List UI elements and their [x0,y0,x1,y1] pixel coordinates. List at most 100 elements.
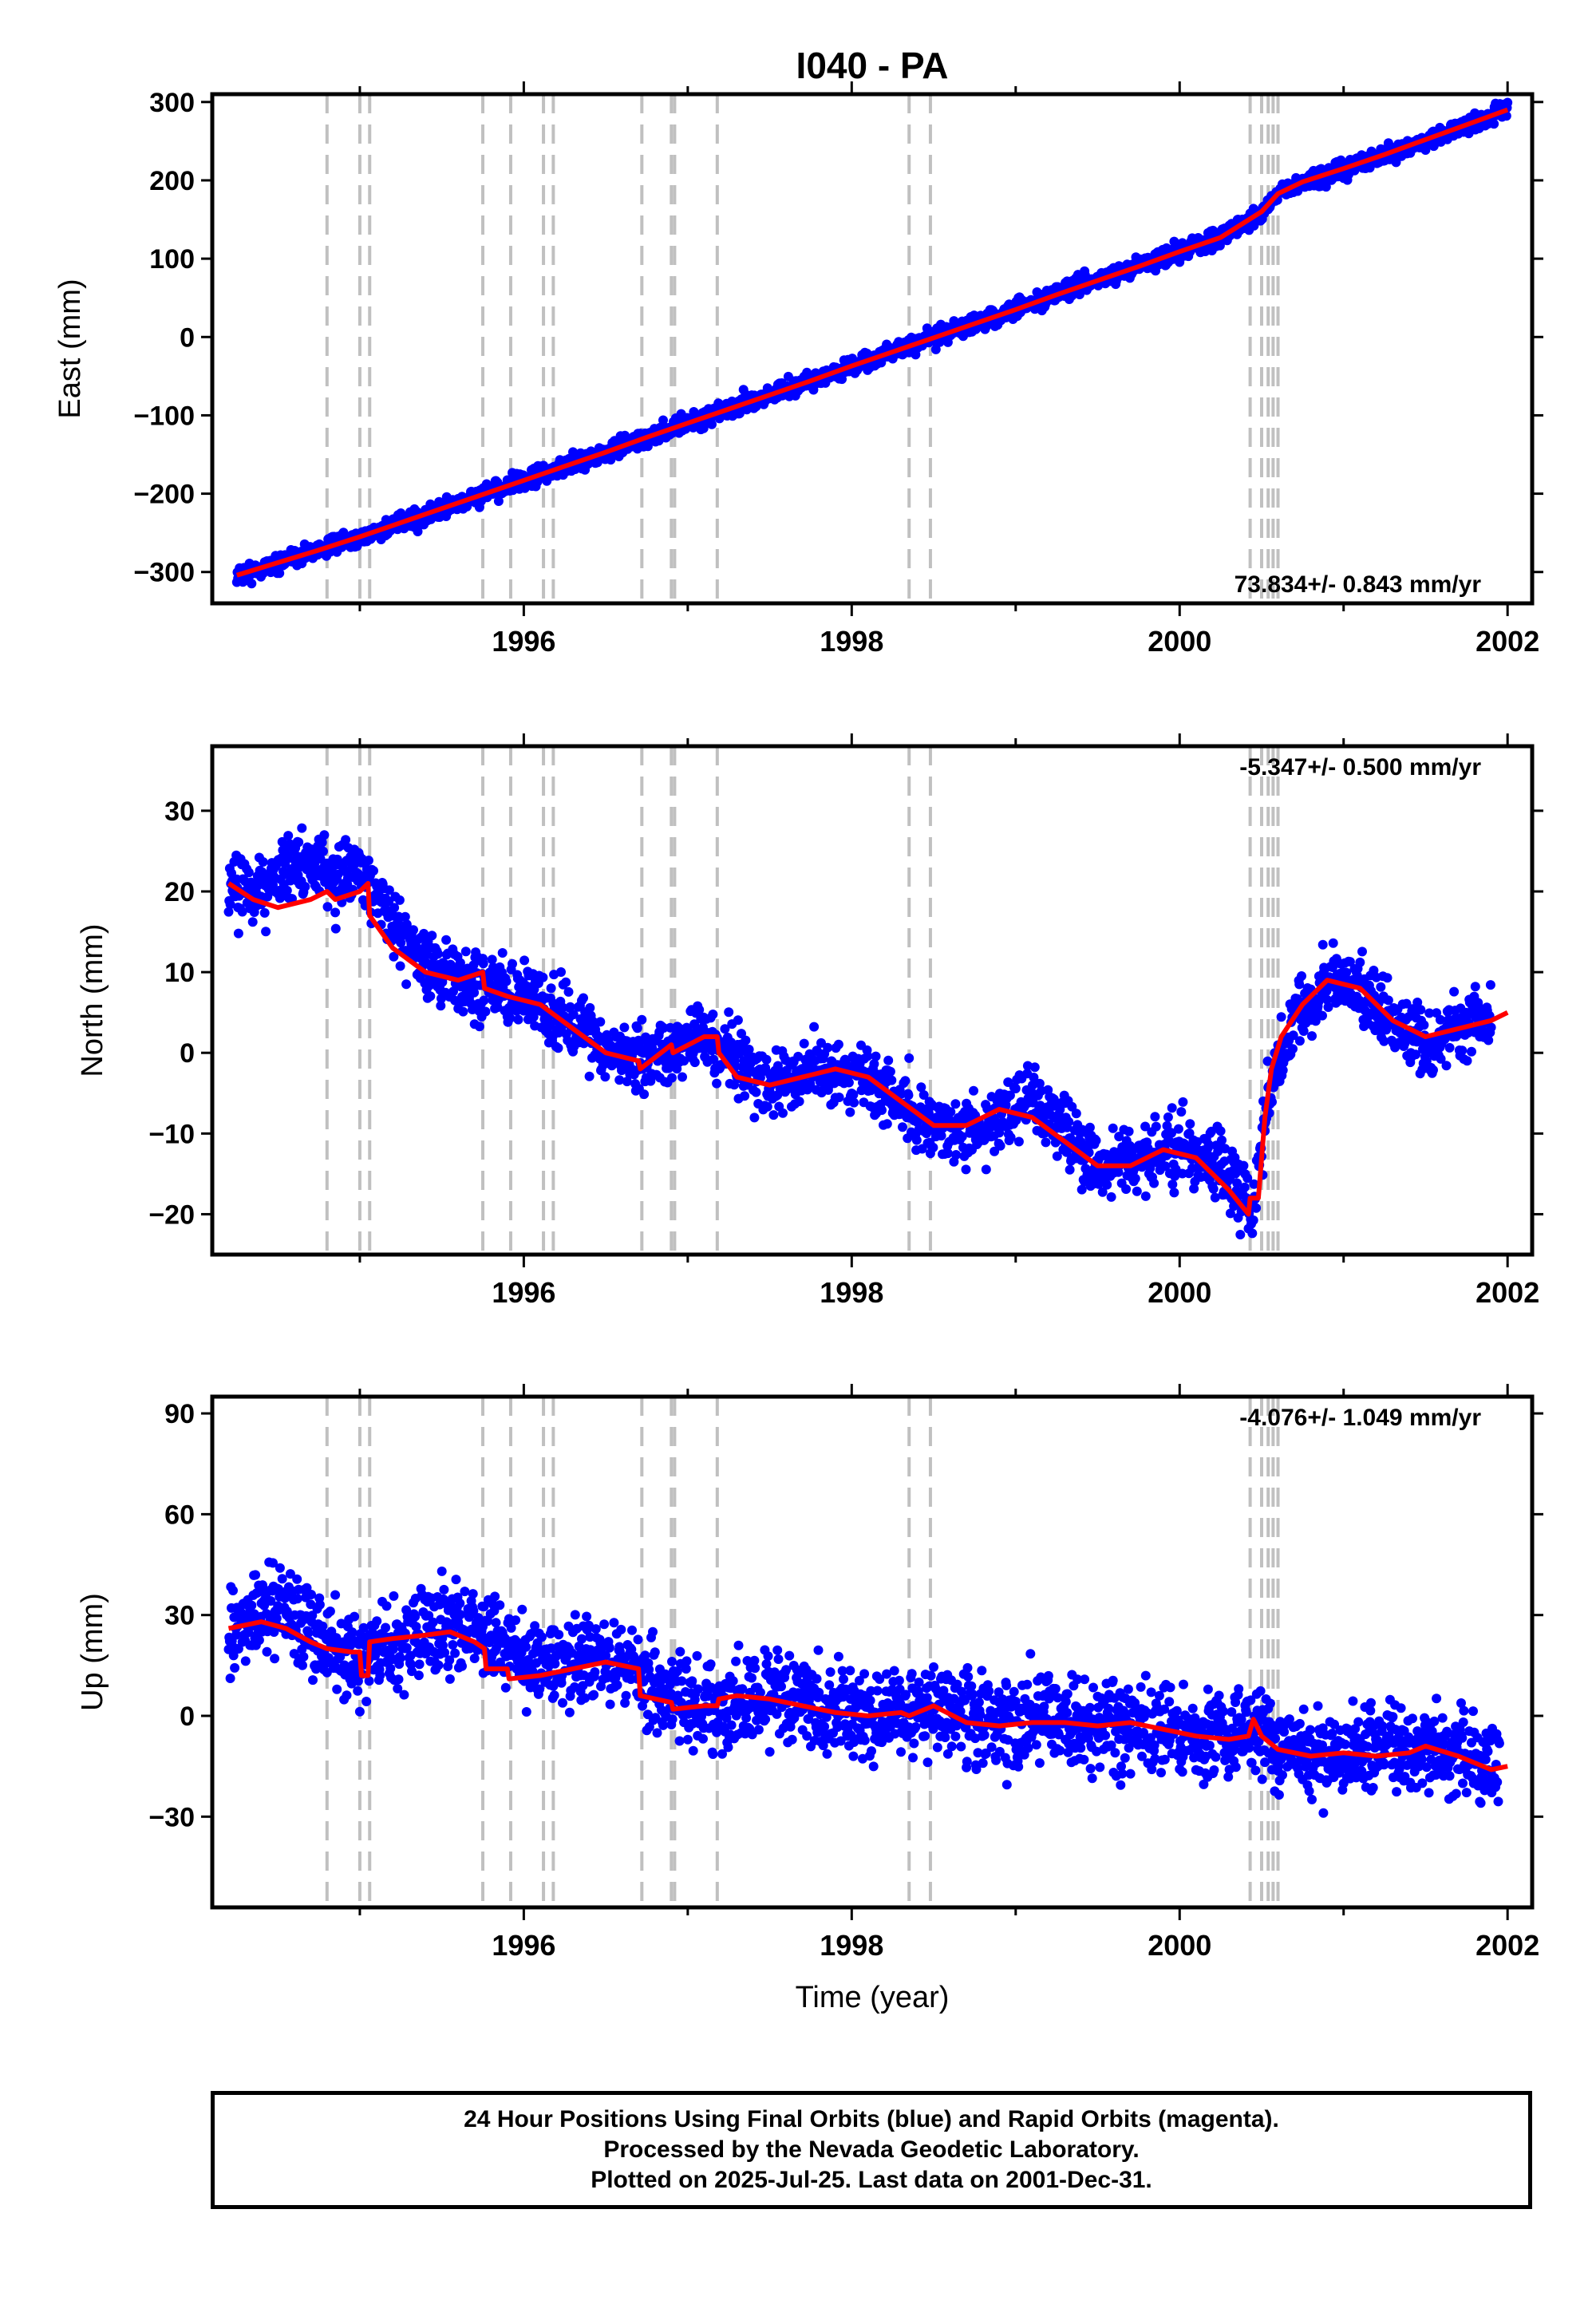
y-tick-label: −200 [133,480,195,510]
plot-area [223,1397,1508,1907]
data-point [1232,1166,1242,1176]
data-point [606,455,616,465]
data-point [1149,1178,1159,1188]
data-point [1041,1137,1051,1148]
data-point [1444,1042,1455,1053]
data-point [436,1001,446,1011]
x-tick-label: 1998 [820,625,883,658]
data-point [877,1105,887,1115]
data-point [1341,967,1352,978]
data-point [1140,1191,1151,1201]
data-point [1145,1163,1156,1173]
data-point [632,1023,642,1034]
data-point [936,1131,946,1141]
x-tick-label: 1996 [492,1276,555,1309]
data-point [330,1590,341,1600]
data-point [538,972,548,982]
y-tick-label: 10 [164,958,195,988]
data-point [332,1684,342,1694]
data-point [1114,1132,1124,1142]
velocity-rate-label: 73.834+/- 0.843 mm/yr [1235,571,1482,598]
data-point [679,1056,689,1066]
data-point [928,1142,938,1152]
data-point [869,1059,879,1069]
data-point [297,823,307,833]
data-point [1067,1101,1077,1112]
data-point [401,979,412,990]
data-point [1262,1056,1273,1066]
data-point [259,907,270,918]
data-point [1238,1160,1249,1171]
data-point [911,1135,922,1145]
data-point [263,891,273,902]
data-point [568,1010,579,1020]
data-point [1483,1035,1494,1045]
data-point [1140,1121,1151,1132]
data-point [400,911,410,922]
data-point [298,1660,307,1670]
data-point [307,1611,318,1621]
data-point [561,977,571,987]
data-point [1097,1187,1108,1197]
data-point [1436,1053,1446,1064]
x-tick-label: 2002 [1476,1276,1539,1309]
data-point [1210,1192,1220,1203]
data-point [1077,1184,1087,1195]
data-point [1150,1112,1160,1122]
data-point [401,919,412,930]
data-point [1005,1132,1016,1143]
data-point [285,1569,295,1579]
data-point [942,1148,953,1159]
data-point [1215,1126,1226,1136]
data-point [1203,1140,1214,1150]
y-tick-label: 20 [164,877,195,907]
y-axis-label: North (mm) [76,923,109,1077]
data-point [1419,1020,1429,1030]
data-point [619,1022,630,1033]
data-point [1106,1192,1116,1202]
data-point [450,995,460,1006]
plot-frame [210,744,1535,1257]
data-point [1322,994,1333,1005]
data-point [678,1072,687,1082]
data-point [887,1075,897,1085]
y-axis-label: East (mm) [53,279,87,418]
y-tick-label: 30 [164,796,195,827]
data-point [231,1630,242,1640]
data-point [1328,938,1338,948]
data-point [707,419,717,429]
y-tick-label: 200 [149,166,195,196]
data-point [487,954,497,965]
data-point [389,903,400,913]
data-point [1167,1103,1177,1113]
data-point [492,1002,503,1013]
data-point [292,1594,302,1604]
data-point [1317,1010,1327,1021]
data-point [441,935,452,945]
data-point [528,1012,539,1022]
data-point [1382,973,1393,983]
data-point [1121,1184,1132,1194]
data-point [606,1061,617,1071]
data-point [579,993,588,1003]
data-point [1130,1173,1140,1184]
data-point [882,1119,892,1129]
data-point [225,899,235,910]
x-tick-label: 2002 [1476,625,1539,658]
data-point [458,1006,468,1017]
data-point [995,1140,1005,1151]
data-point [1028,1080,1037,1090]
data-point [733,1015,743,1026]
data-point [228,1586,238,1595]
data-point [833,1039,843,1049]
data-point [1247,1228,1258,1239]
plot-frame [210,92,1535,606]
data-point [262,1646,272,1657]
data-point [223,907,234,917]
data-point [904,1053,915,1063]
data-point [1163,1112,1173,1122]
data-point [1345,957,1355,967]
data-point [556,967,566,977]
data-point [322,902,333,912]
data-point [395,961,405,971]
